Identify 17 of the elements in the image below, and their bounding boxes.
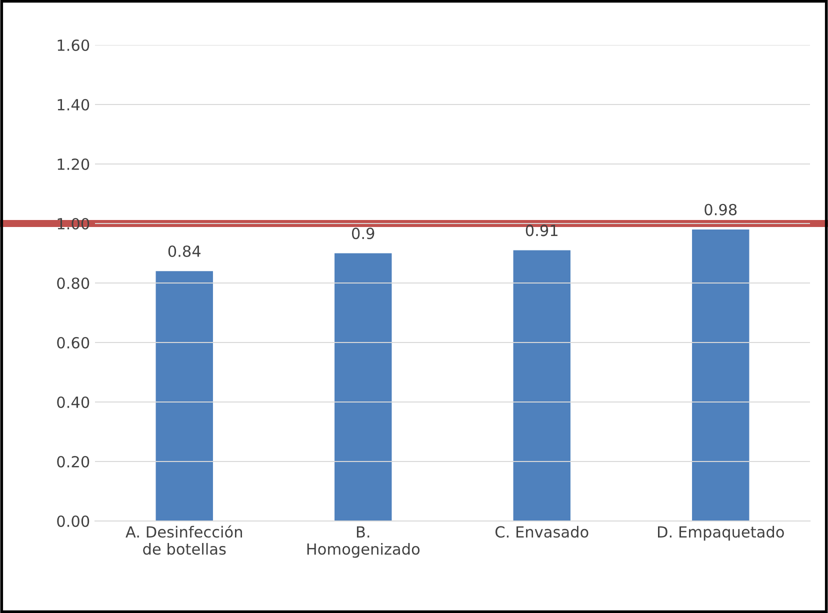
data-label: 0.84 [168, 245, 201, 258]
y-tick-label: 1.60 [58, 39, 90, 52]
y-tick-label: 0.00 [57, 515, 90, 528]
x-tick-label: B. Homogenizado [307, 526, 420, 558]
data-label: 0.98 [704, 204, 737, 216]
x-tick-label: D. Empaquetado [658, 526, 784, 541]
y-tick-label: 1.40 [58, 98, 90, 111]
x-tick-label: C. Envasado [495, 526, 588, 538]
y-tick-label: 0.20 [57, 456, 90, 468]
data-label: 0.91 [526, 224, 558, 236]
y-tick-label: 0.60 [57, 336, 90, 349]
y-tick-label: 1.00 [58, 218, 90, 230]
y-tick-label: 0.80 [57, 277, 90, 290]
y-tick-label: 0.40 [57, 396, 90, 408]
x-tick-label: A. Desinfección de botellas [126, 525, 242, 555]
data-label: 0.9 [352, 228, 374, 240]
y-tick-label: 1.20 [58, 158, 90, 170]
